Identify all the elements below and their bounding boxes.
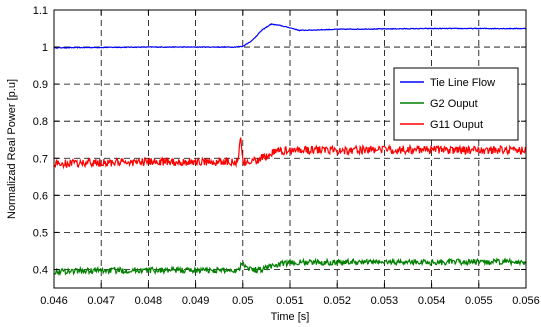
x-axis-title: Time [s] (271, 311, 310, 323)
series-line-3 (53, 137, 527, 170)
legend: Tie Line Flow G2 Ouput G11 Ouput (393, 67, 519, 141)
ticks: 0.046 0.047 0.048 0.049 0.05 0.051 0.052 0.053 0… (33, 5, 540, 307)
y-tick-label: 0.5 (33, 227, 48, 239)
x-tick-label: 0.052 (323, 295, 351, 307)
x-tick-label: 0.046 (40, 295, 68, 307)
x-tick-label: 0.049 (182, 295, 210, 307)
x-tick-label: 0.051 (276, 295, 304, 307)
legend-label: G11 Ouput (430, 119, 483, 131)
x-tick-label: 0.053 (371, 295, 399, 307)
legend-label: Tie Line Flow (430, 77, 495, 89)
series-line-1 (53, 22, 527, 49)
legend-box (393, 67, 519, 141)
y-tick-label: 0.9 (33, 79, 48, 91)
x-tick-label: 0.05 (232, 295, 253, 307)
y-tick-label: 0.4 (33, 264, 48, 276)
y-tick-label: 1 (42, 42, 48, 54)
x-tick-label: 0.047 (87, 295, 115, 307)
y-tick-label: 0.8 (33, 116, 48, 128)
y-tick-label: 0.7 (33, 153, 48, 165)
x-tick-label: 0.055 (465, 295, 493, 307)
y-tick-label: 0.6 (33, 190, 48, 202)
y-axis-title: Normalizad Real Power [p.u] (6, 79, 18, 219)
series-group (53, 22, 527, 277)
y-tick-label: 1.1 (33, 5, 48, 17)
x-tick-label: 0.054 (418, 295, 446, 307)
series-line-2 (53, 257, 527, 277)
x-tick-label: 0.048 (135, 295, 163, 307)
x-tick-label: 0.056 (512, 295, 540, 307)
legend-label: G2 Ouput (430, 98, 478, 110)
